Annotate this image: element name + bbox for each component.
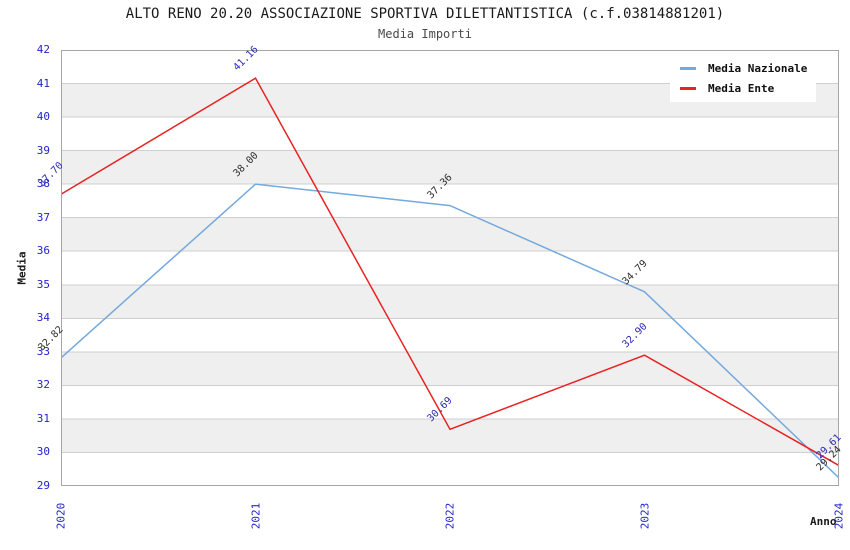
y-tick-label: 34 <box>36 311 50 325</box>
x-tick-label: 2022 <box>443 502 457 530</box>
plot-band <box>61 217 839 252</box>
y-tick-label: 38 <box>36 177 50 191</box>
legend-swatch-media-ente <box>680 86 696 90</box>
legend-label: Media Ente <box>708 81 775 95</box>
y-axis-title: Media <box>15 251 29 285</box>
plot-band <box>61 351 839 386</box>
chart-subtitle: Media Importi <box>378 27 472 41</box>
plot-border <box>61 50 839 486</box>
plot-area <box>61 50 839 486</box>
y-tick-label: 37 <box>36 210 50 224</box>
y-tick-label: 29 <box>36 479 50 492</box>
y-tick-label: 41 <box>36 76 50 90</box>
legend-item-media-nazionale: Media Nazionale <box>670 58 816 78</box>
plot-band <box>61 150 839 185</box>
legend-swatch-media-nazionale <box>680 66 696 70</box>
y-tick-label: 40 <box>36 110 50 124</box>
y-tick-label: 33 <box>36 344 50 358</box>
y-tick-label: 42 <box>36 43 50 56</box>
x-tick-label: 2023 <box>638 502 651 530</box>
chart-title: ALTO RENO 20.20 ASSOCIAZIONE SPORTIVA DI… <box>125 6 725 22</box>
y-tick-label: 32 <box>36 378 50 392</box>
y-tick-label: 35 <box>36 277 50 291</box>
plot-band <box>61 418 839 453</box>
legend-item-media-ente: Media Ente <box>670 78 816 98</box>
legend: Media Nazionale Media Ente <box>670 56 816 102</box>
x-tick-label: 2020 <box>54 502 68 530</box>
x-tick-label: 2021 <box>249 502 262 530</box>
legend-label: Media Nazionale <box>708 61 808 75</box>
x-axis-title: Anno <box>810 515 837 528</box>
plot-band <box>61 284 839 319</box>
series-line-media-nazionale <box>61 183 839 479</box>
y-tick-label: 39 <box>36 143 50 157</box>
y-tick-label: 36 <box>36 244 50 258</box>
y-tick-label: 31 <box>36 411 50 425</box>
series-line-media-ente <box>61 77 839 467</box>
y-tick-label: 30 <box>36 445 50 459</box>
